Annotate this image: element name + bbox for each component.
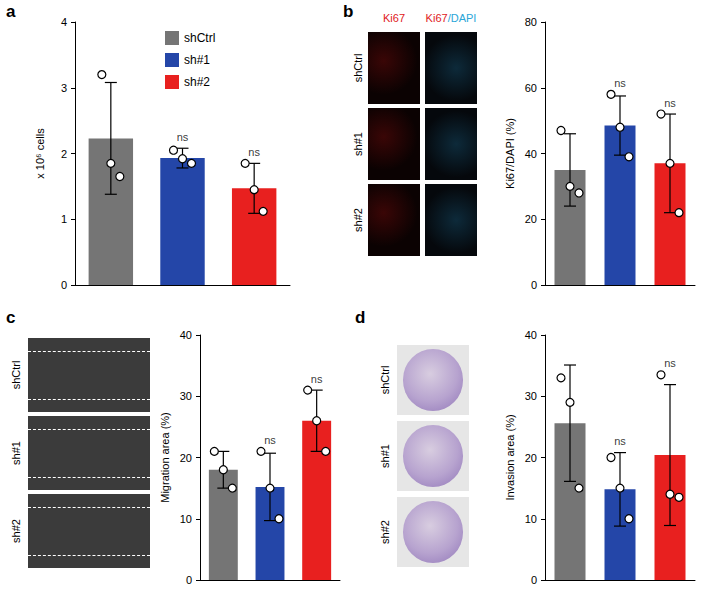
svg-text:shCtrl: shCtrl xyxy=(184,31,215,45)
svg-text:ns: ns xyxy=(177,131,189,143)
svg-text:0: 0 xyxy=(61,279,67,291)
html-text:Ki67 /DAPI: Ki67 /DAPI xyxy=(425,12,477,24)
html-text:shCtrl: shCtrl xyxy=(10,360,22,390)
svg-text:10: 10 xyxy=(525,513,537,525)
svg-text:ns: ns xyxy=(664,357,676,369)
svg-text:ns: ns xyxy=(264,434,276,446)
svg-text:ns: ns xyxy=(614,77,626,89)
svg-text:0: 0 xyxy=(531,279,537,291)
html-text:shCtrl: shCtrl xyxy=(379,365,391,395)
svg-text:ns: ns xyxy=(248,146,260,158)
svg-text:40: 40 xyxy=(525,148,537,160)
svg-text:40: 40 xyxy=(180,329,192,341)
svg-text:20: 20 xyxy=(180,452,192,464)
svg-text:3: 3 xyxy=(61,82,67,94)
svg-text:ns: ns xyxy=(614,435,626,447)
svg-text:20: 20 xyxy=(525,213,537,225)
html-text:c: c xyxy=(6,308,16,327)
svg-text:80: 80 xyxy=(525,16,537,28)
svg-text:1: 1 xyxy=(61,213,67,225)
html-text:b: b xyxy=(343,2,354,21)
svg-text:Invasion area (%): Invasion area (%) xyxy=(504,414,516,500)
svg-text:Migration area (%): Migration area (%) xyxy=(159,412,171,502)
svg-text:sh#2: sh#2 xyxy=(184,75,210,89)
svg-text:60: 60 xyxy=(525,82,537,94)
html-text:sh#1: sh#1 xyxy=(352,132,364,156)
html-text:sh#2: sh#2 xyxy=(379,520,391,544)
html-text:sh#1: sh#1 xyxy=(379,444,391,468)
html-text:shCtrl: shCtrl xyxy=(352,53,364,83)
svg-text:0: 0 xyxy=(531,574,537,586)
svg-text:4: 4 xyxy=(61,16,67,28)
svg-text:2: 2 xyxy=(61,148,67,160)
html-text:a: a xyxy=(6,2,16,21)
svg-text:ns: ns xyxy=(664,97,676,109)
svg-text:30: 30 xyxy=(180,390,192,402)
svg-text:x 10⁶ cells: x 10⁶ cells xyxy=(34,128,46,179)
svg-text:ns: ns xyxy=(311,373,323,385)
svg-text:10: 10 xyxy=(180,513,192,525)
svg-text:20: 20 xyxy=(525,452,537,464)
svg-text:Ki67/DAPI (%): Ki67/DAPI (%) xyxy=(504,118,516,189)
svg-text:0: 0 xyxy=(186,574,192,586)
html-text:sh#2: sh#2 xyxy=(10,519,22,543)
html-text:sh#2: sh#2 xyxy=(352,208,364,232)
svg-text:sh#1: sh#1 xyxy=(184,53,210,67)
html-text:Ki67: Ki67 xyxy=(383,12,405,24)
svg-text:40: 40 xyxy=(525,329,537,341)
html-text:sh#1: sh#1 xyxy=(10,441,22,465)
svg-text:30: 30 xyxy=(525,390,537,402)
html-text:d: d xyxy=(355,308,366,327)
